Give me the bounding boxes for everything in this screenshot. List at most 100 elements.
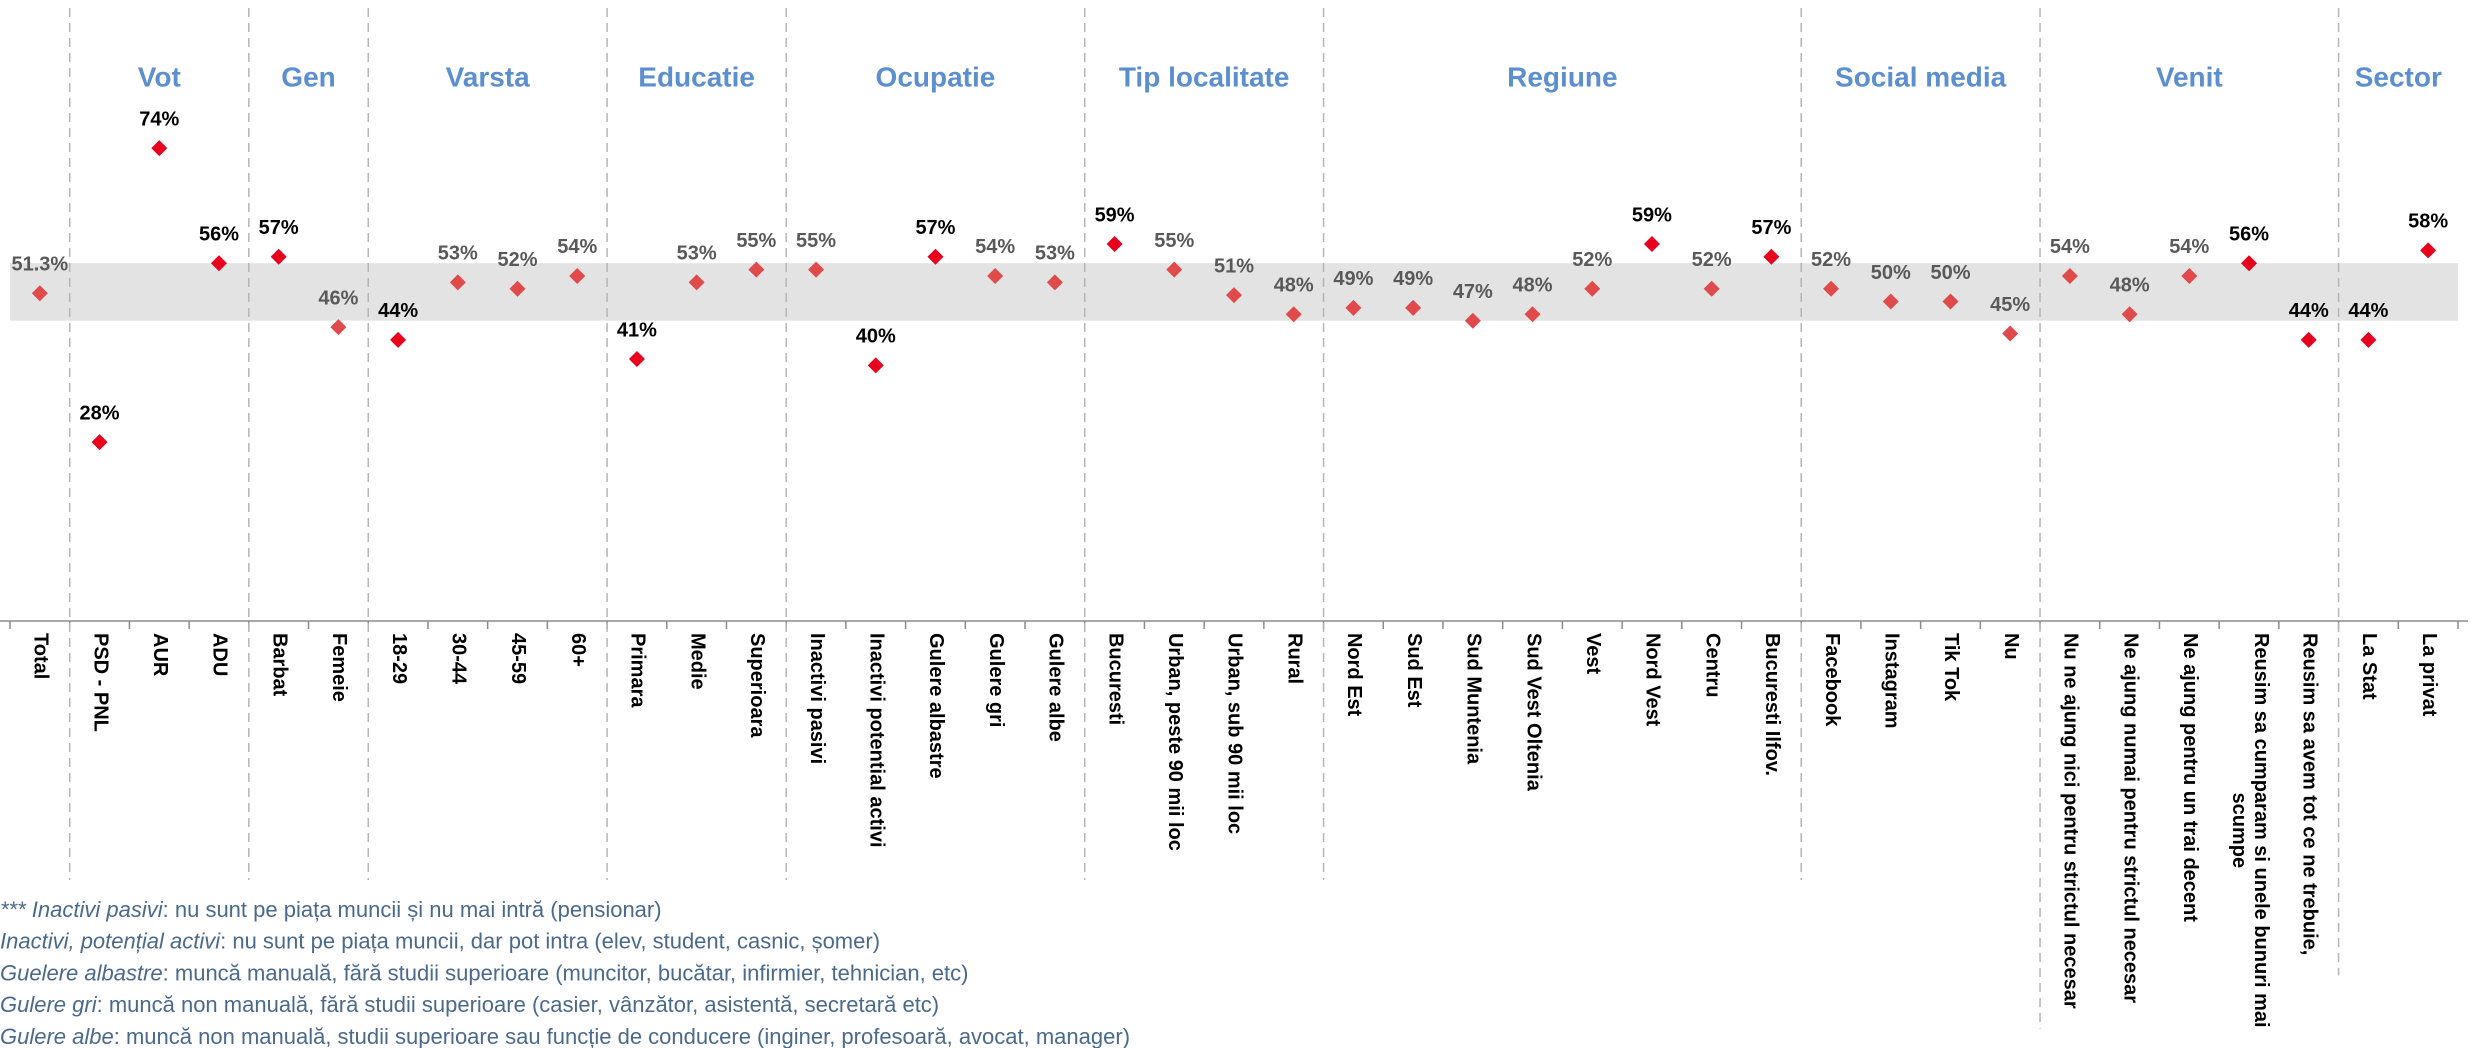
group-label: Varsta bbox=[446, 61, 530, 92]
value-label: 41% bbox=[617, 319, 657, 341]
category-label: Gulere gri bbox=[985, 633, 1007, 727]
category-label: Nu bbox=[2000, 633, 2022, 660]
data-point bbox=[1643, 236, 1660, 253]
value-label: 54% bbox=[975, 236, 1015, 258]
category-label: Urban, sub 90 mii loc bbox=[1224, 633, 1246, 834]
data-point bbox=[1405, 299, 1422, 316]
data-point bbox=[628, 351, 645, 368]
data-point bbox=[2300, 331, 2317, 348]
group-label: Venit bbox=[2156, 61, 2223, 92]
data-point bbox=[31, 285, 48, 302]
value-label: 55% bbox=[1154, 230, 1194, 252]
category-label: Urban, peste 90 mii loc bbox=[1164, 633, 1186, 851]
group-label: Educatie bbox=[638, 61, 755, 92]
category-label: Gulere albastre bbox=[925, 633, 947, 779]
data-point bbox=[2002, 325, 2019, 342]
category-label: La Stat bbox=[2358, 633, 2380, 700]
footnote-term: Inactivi, potențial activi bbox=[0, 929, 221, 954]
data-point bbox=[270, 248, 287, 265]
data-point bbox=[867, 357, 884, 374]
category-label: Ne ajung pentru un trai decent bbox=[2179, 633, 2201, 922]
value-label: 46% bbox=[318, 287, 358, 309]
footnote-term: Gulere albe bbox=[0, 1024, 114, 1048]
category-label: Vest bbox=[1582, 633, 1604, 674]
data-point bbox=[390, 331, 407, 348]
category-label: ADU bbox=[209, 633, 231, 676]
category-label: Superioara bbox=[746, 633, 768, 738]
data-point bbox=[748, 261, 765, 278]
data-point bbox=[2061, 267, 2078, 284]
group-label: Social media bbox=[1835, 61, 2007, 92]
data-point bbox=[1106, 236, 1123, 253]
data-point bbox=[330, 319, 347, 336]
data-point bbox=[2121, 306, 2138, 323]
footnote: Inactivi, potențial activi: nu sunt pe p… bbox=[0, 929, 880, 954]
value-label: 44% bbox=[378, 300, 418, 322]
data-point bbox=[1524, 306, 1541, 323]
data-point bbox=[151, 140, 168, 157]
data-point bbox=[2241, 255, 2258, 272]
data-point bbox=[1584, 280, 1601, 297]
category-label: Sud Muntenia bbox=[1463, 633, 1485, 765]
category-label: La privat bbox=[2418, 633, 2440, 717]
data-point bbox=[2360, 331, 2377, 348]
category-label: Primara bbox=[627, 633, 649, 708]
value-label: 40% bbox=[856, 326, 896, 348]
data-point bbox=[91, 434, 108, 451]
footnote-text: : nu sunt pe piața muncii, dar pot intra… bbox=[220, 929, 880, 954]
category-label: Sud Est bbox=[1403, 633, 1425, 708]
value-label: 53% bbox=[438, 243, 478, 265]
value-label: 54% bbox=[2050, 236, 2090, 258]
value-label: 49% bbox=[1393, 268, 1433, 290]
value-label: 74% bbox=[139, 108, 179, 130]
value-label: 48% bbox=[2110, 275, 2150, 297]
category-label: Rural bbox=[1283, 633, 1305, 684]
data-point bbox=[210, 255, 227, 272]
data-point bbox=[1823, 280, 1840, 297]
footnote: Gulere gri: muncă non manuală, fără stud… bbox=[0, 992, 939, 1017]
data-point bbox=[688, 274, 705, 291]
data-point bbox=[449, 274, 466, 291]
value-label: 57% bbox=[1751, 217, 1791, 239]
category-label: Instagram bbox=[1880, 633, 1902, 729]
value-label: 50% bbox=[1871, 262, 1911, 284]
value-label: 48% bbox=[1274, 275, 1314, 297]
category-label: Nord Est bbox=[1343, 633, 1365, 717]
data-point bbox=[509, 280, 526, 297]
data-point bbox=[1942, 293, 1959, 310]
value-label: 28% bbox=[80, 402, 120, 424]
value-label: 52% bbox=[1811, 249, 1851, 271]
category-label: Gulere albe bbox=[1045, 633, 1067, 742]
value-label: 52% bbox=[1692, 249, 1732, 271]
value-label: 52% bbox=[497, 249, 537, 271]
category-label: 60+ bbox=[567, 633, 589, 667]
category-label: Medie bbox=[686, 633, 708, 690]
data-point bbox=[569, 267, 586, 284]
data-point bbox=[1226, 287, 1242, 304]
footnote: Guelere albastre: muncă manuală, fără st… bbox=[0, 960, 968, 985]
data-point bbox=[1763, 248, 1780, 265]
value-label: 51% bbox=[1214, 255, 1254, 277]
value-label: 59% bbox=[1632, 204, 1672, 226]
value-label: 53% bbox=[1035, 243, 1075, 265]
data-point bbox=[1882, 293, 1899, 310]
category-label: PSD - PNL bbox=[89, 633, 111, 732]
category-label: Nu ne ajung nici pentru strictul necesar bbox=[2060, 633, 2082, 1009]
data-point bbox=[808, 261, 825, 278]
group-label: Vot bbox=[138, 61, 181, 92]
footnote-text: : muncă manuală, fără studii superioare … bbox=[163, 960, 969, 985]
data-point bbox=[927, 248, 944, 265]
value-label: 55% bbox=[796, 230, 836, 252]
data-point bbox=[1464, 312, 1481, 329]
footnote-text: : muncă non manuală, studii superioare s… bbox=[114, 1024, 1130, 1048]
value-label: 54% bbox=[557, 236, 597, 258]
data-point bbox=[1703, 280, 1720, 297]
category-label: Barbat bbox=[268, 633, 290, 697]
category-label: Bucuresti bbox=[1104, 633, 1126, 725]
value-label: 52% bbox=[1572, 249, 1612, 271]
category-label: Reusim sa avem tot ce ne trebuie, bbox=[2298, 633, 2320, 955]
category-label: Reusim sa cumparam si unele bunuri mai s… bbox=[2228, 633, 2272, 1033]
category-label: 45-59 bbox=[507, 633, 529, 684]
value-label: 56% bbox=[2229, 223, 2269, 245]
